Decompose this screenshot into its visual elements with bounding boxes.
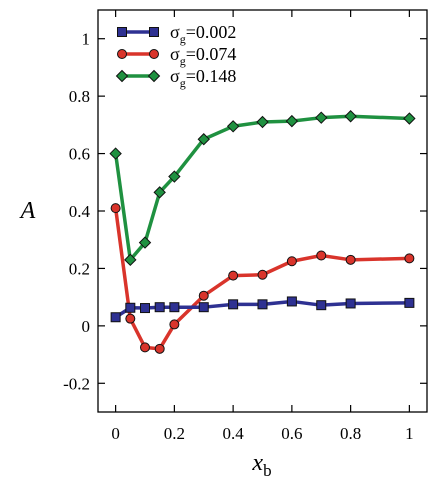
y-tick-label: 0.8 bbox=[69, 87, 90, 106]
x-tick-label: 0.8 bbox=[340, 424, 361, 443]
x-tick-label: 0 bbox=[111, 424, 120, 443]
series-diamond bbox=[109, 110, 416, 267]
legend-marker bbox=[147, 69, 161, 83]
x-tick-labels: 0 0.2 0.4 0.6 0.8 1 bbox=[111, 424, 413, 443]
x-axis-title-main: x bbox=[251, 450, 263, 476]
data-point bbox=[168, 170, 181, 183]
legend-label: σg=0.074 bbox=[170, 44, 236, 68]
data-point bbox=[198, 290, 209, 301]
data-point bbox=[109, 147, 122, 160]
legend-symbol: σ bbox=[170, 22, 180, 42]
y-tick-label: 1 bbox=[82, 30, 91, 49]
legend-subscript: g bbox=[180, 54, 186, 68]
y-axis-title: A bbox=[19, 198, 36, 224]
x-axis-title-subscript: b bbox=[263, 461, 272, 480]
legend-label: σg=0.002 bbox=[170, 22, 236, 46]
x-axis-title: xb bbox=[251, 450, 271, 480]
legend-marker bbox=[117, 49, 127, 59]
x-tick-label: 0.6 bbox=[281, 424, 302, 443]
data-point bbox=[138, 236, 152, 249]
y-tick-label: 0.6 bbox=[69, 145, 90, 164]
legend-marker bbox=[115, 69, 129, 83]
y-tick-label: -0.2 bbox=[63, 374, 90, 393]
data-point bbox=[153, 186, 166, 199]
legend-entry: σg=0.148 bbox=[115, 66, 236, 90]
data-point bbox=[345, 298, 356, 309]
series-square bbox=[110, 296, 415, 323]
data-point bbox=[257, 269, 268, 280]
legend-value: =0.002 bbox=[186, 22, 237, 42]
data-point bbox=[316, 300, 327, 311]
y-tick-label: 0 bbox=[82, 317, 91, 336]
data-point bbox=[345, 254, 356, 265]
data-point bbox=[404, 297, 415, 308]
data-point bbox=[154, 302, 165, 313]
data-point bbox=[198, 302, 209, 313]
legend-subscript: g bbox=[180, 32, 186, 46]
data-point bbox=[316, 250, 327, 261]
series-circle bbox=[110, 203, 415, 354]
legend-symbol: σ bbox=[170, 44, 180, 64]
data-point bbox=[110, 203, 121, 214]
data-point bbox=[344, 110, 357, 123]
data-point bbox=[403, 112, 416, 125]
legend-value: =0.148 bbox=[186, 66, 237, 86]
y-tick-label: 0.4 bbox=[69, 202, 91, 221]
data-point bbox=[140, 303, 150, 314]
series-layer bbox=[109, 110, 416, 354]
data-point bbox=[315, 111, 328, 124]
legend-marker bbox=[117, 27, 127, 37]
legend-entry: σg=0.074 bbox=[117, 44, 236, 68]
legend-entry: σg=0.002 bbox=[117, 22, 236, 46]
data-point bbox=[124, 253, 137, 267]
legend-value: =0.074 bbox=[186, 44, 237, 64]
tick-marks bbox=[98, 10, 427, 412]
y-tick-labels: -0.2 0 0.2 0.4 0.6 0.8 1 bbox=[63, 30, 90, 394]
data-point bbox=[169, 319, 180, 330]
legend-label: σg=0.148 bbox=[170, 66, 236, 90]
data-point bbox=[286, 256, 297, 267]
legend-marker bbox=[149, 49, 159, 59]
data-point bbox=[226, 120, 240, 133]
data-point bbox=[125, 302, 136, 313]
legend-symbol: σ bbox=[170, 66, 180, 86]
data-point bbox=[228, 299, 239, 310]
x-tick-label: 0.4 bbox=[223, 424, 245, 443]
data-point bbox=[256, 115, 269, 129]
data-point bbox=[169, 302, 180, 313]
legend-marker bbox=[149, 27, 159, 37]
data-point bbox=[110, 312, 121, 323]
data-point bbox=[154, 343, 165, 354]
data-point bbox=[140, 342, 150, 353]
data-point bbox=[404, 253, 415, 264]
legend-subscript: g bbox=[180, 76, 186, 90]
data-point bbox=[285, 114, 299, 128]
data-point bbox=[197, 133, 210, 146]
x-tick-label: 1 bbox=[405, 424, 414, 443]
data-point bbox=[257, 299, 268, 310]
x-tick-label: 0.2 bbox=[164, 424, 185, 443]
data-point bbox=[286, 296, 297, 307]
data-point bbox=[228, 270, 239, 281]
y-tick-label: 0.2 bbox=[69, 259, 90, 278]
data-point bbox=[125, 313, 136, 324]
